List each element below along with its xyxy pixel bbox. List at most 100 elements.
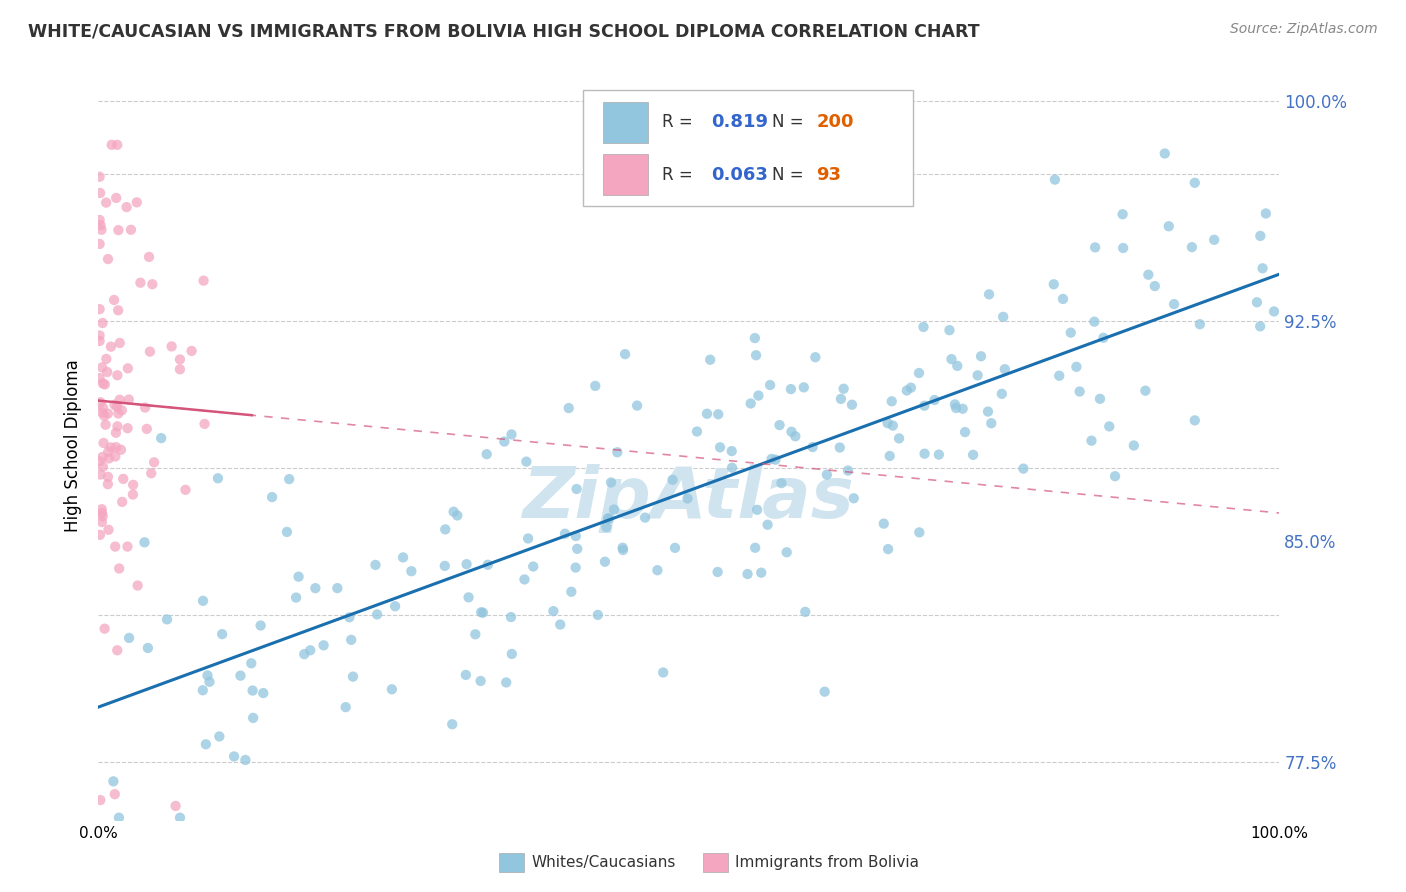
Point <box>470 605 492 619</box>
Point <box>1080 434 1102 448</box>
Point <box>953 425 976 439</box>
Point <box>876 416 898 430</box>
Text: 0.063: 0.063 <box>711 166 768 184</box>
Point <box>129 276 152 290</box>
Point <box>1066 359 1088 374</box>
Point <box>117 361 139 376</box>
Point <box>364 558 387 572</box>
Point <box>761 451 783 466</box>
Point <box>191 594 214 608</box>
Point <box>89 334 111 348</box>
Point <box>1143 279 1166 293</box>
Point <box>169 352 191 367</box>
Point <box>110 442 132 457</box>
Point <box>1069 384 1091 399</box>
Text: N =: N = <box>772 113 808 131</box>
Point <box>567 541 589 556</box>
Text: Source: ZipAtlas.com: Source: ZipAtlas.com <box>1230 22 1378 37</box>
Point <box>139 344 162 359</box>
Point <box>1184 176 1206 190</box>
Point <box>103 774 125 789</box>
Point <box>464 627 486 641</box>
Point <box>141 277 163 292</box>
Point <box>93 436 115 450</box>
Point <box>515 455 537 469</box>
Point <box>180 343 202 358</box>
Point <box>90 218 112 232</box>
Point <box>747 388 769 402</box>
Point <box>707 407 730 421</box>
Point <box>557 401 579 415</box>
Point <box>366 607 388 622</box>
Point <box>770 476 793 491</box>
Point <box>832 382 855 396</box>
Point <box>107 303 129 318</box>
Point <box>240 657 263 671</box>
Point <box>1060 326 1083 340</box>
Point <box>91 459 114 474</box>
Point <box>433 558 456 573</box>
Point <box>991 310 1014 324</box>
Point <box>1104 469 1126 483</box>
Point <box>105 440 128 454</box>
Point <box>96 351 118 366</box>
Point <box>938 323 960 337</box>
Point <box>841 398 863 412</box>
Point <box>156 612 179 626</box>
Point <box>740 396 762 410</box>
Point <box>946 359 969 373</box>
Point <box>134 535 156 549</box>
Point <box>952 401 974 416</box>
Point <box>229 668 252 682</box>
Point <box>108 561 131 575</box>
FancyBboxPatch shape <box>582 90 914 206</box>
Point <box>278 472 301 486</box>
Point <box>785 429 807 443</box>
Point <box>706 565 728 579</box>
Point <box>434 522 457 536</box>
Text: R =: R = <box>662 113 697 131</box>
Point <box>299 643 322 657</box>
Point <box>456 557 478 571</box>
Point <box>97 470 120 484</box>
Point <box>744 541 766 555</box>
Point <box>108 392 131 407</box>
Point <box>945 401 967 415</box>
Point <box>304 581 326 595</box>
Point <box>768 418 790 433</box>
Point <box>977 404 1000 418</box>
Point <box>117 421 139 435</box>
Point <box>991 387 1014 401</box>
Point <box>108 335 131 350</box>
Point <box>165 799 187 814</box>
Point <box>837 464 859 478</box>
Point <box>96 365 118 379</box>
Point <box>312 638 335 652</box>
Point <box>676 491 699 506</box>
Point <box>93 409 115 423</box>
Point <box>287 569 309 583</box>
Point <box>174 483 197 497</box>
Point <box>612 543 634 558</box>
Point <box>115 200 138 214</box>
Point <box>242 683 264 698</box>
Point <box>614 347 637 361</box>
Point <box>744 331 766 345</box>
Text: N =: N = <box>772 166 808 184</box>
Point <box>94 195 117 210</box>
Point <box>93 622 115 636</box>
Point <box>471 606 494 620</box>
Point <box>1088 392 1111 406</box>
Point <box>600 475 623 490</box>
Point <box>745 348 768 362</box>
Point <box>89 395 111 409</box>
Point <box>1042 277 1064 292</box>
Point <box>104 450 127 464</box>
Point <box>737 567 759 582</box>
Point <box>879 449 901 463</box>
Point <box>207 471 229 485</box>
Point <box>1157 219 1180 234</box>
Point <box>1111 207 1133 221</box>
Point <box>720 444 742 458</box>
Point <box>912 320 935 334</box>
